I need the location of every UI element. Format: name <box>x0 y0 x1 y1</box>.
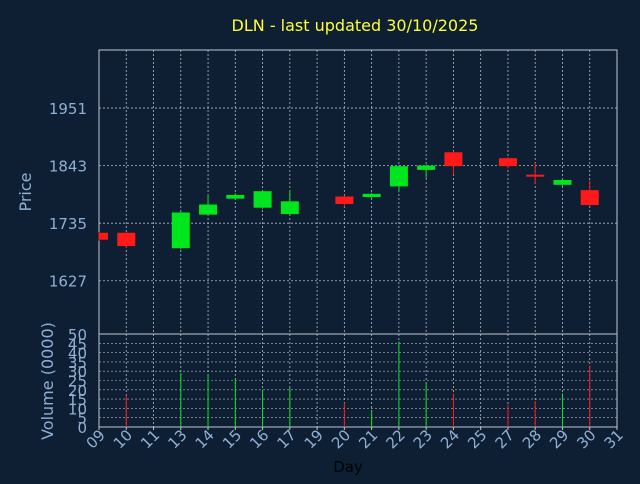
candle-body <box>362 193 381 198</box>
volume-tick-label: 5 <box>77 410 87 428</box>
x-axis-label: Day <box>333 458 363 476</box>
volume-tick-label: 25 <box>68 373 87 391</box>
candle-body <box>417 165 436 170</box>
price-tick-label: 1843 <box>49 158 87 176</box>
price-tick-label: 1951 <box>49 100 87 118</box>
candle-body <box>580 190 599 206</box>
volume-tick-label: 40 <box>68 345 87 363</box>
candle-body <box>335 196 354 204</box>
volume-tick-label: 0 <box>77 419 87 437</box>
candle-body <box>498 158 517 167</box>
volume-panel-frame <box>98 333 618 428</box>
candle-body <box>389 166 408 187</box>
candle-body <box>280 201 299 215</box>
volume-tick-label: 20 <box>68 382 87 400</box>
candle-body <box>99 232 108 240</box>
candle-body <box>553 180 572 185</box>
volume-tick-label: 50 <box>68 326 87 344</box>
candle-body <box>117 232 136 247</box>
volume-tick-label: 35 <box>68 354 87 372</box>
candle-body <box>444 152 463 167</box>
volume-axis-label: Volume (0000) <box>38 322 57 440</box>
candle-body <box>171 212 190 249</box>
price-tick-label: 1627 <box>49 273 87 291</box>
volume-tick-label: 10 <box>68 400 87 418</box>
candle-body <box>226 194 245 199</box>
volume-tick-label: 45 <box>68 335 87 353</box>
volume-tick-label: 30 <box>68 363 87 381</box>
chart-title: DLN - last updated 30/10/2025 <box>232 16 479 35</box>
price-tick-label: 1735 <box>49 215 87 233</box>
price-axis-label: Price <box>16 172 35 211</box>
volume-tick-label: 15 <box>68 391 87 409</box>
candle-body <box>199 204 218 215</box>
candle-body <box>526 174 545 177</box>
candle-body <box>253 191 272 208</box>
